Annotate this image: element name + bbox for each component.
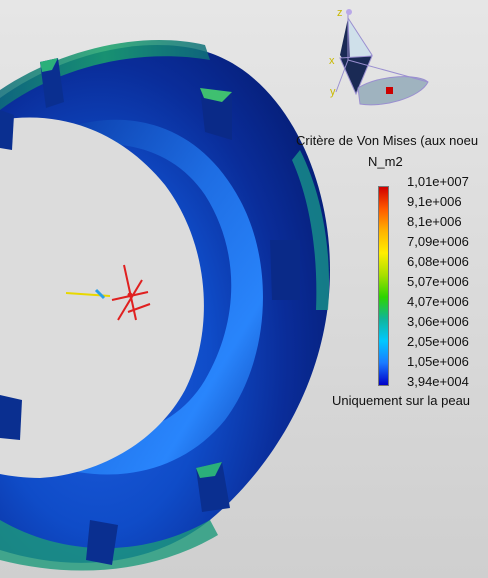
legend-colorbar: [378, 186, 389, 386]
triad-label-z: z: [337, 7, 343, 19]
triad-label-x: x: [329, 55, 335, 67]
ring-part: [0, 40, 330, 571]
legend-tick-label: 1,01e+007: [407, 174, 469, 189]
legend-tick-label: 4,07e+006: [407, 294, 469, 309]
origin-marker-icon: [65, 264, 151, 321]
legend-title: Critère de Von Mises (aux noeu: [296, 133, 479, 148]
legend-footer: Uniquement sur la peau: [332, 393, 471, 408]
triad-label-y: y: [330, 86, 336, 98]
legend-tick-label: 7,09e+006: [407, 234, 469, 249]
legend-tick-label: 3,06e+006: [407, 314, 469, 329]
legend-tick-label: 5,07e+006: [407, 274, 469, 289]
legend-unit: N_m2: [368, 154, 403, 169]
legend-tick-label: 3,94e+004: [407, 374, 469, 389]
legend-tick-label: 2,05e+006: [407, 334, 469, 349]
legend-tick-label: 6,08e+006: [407, 254, 469, 269]
view-orientation-triad-icon[interactable]: z x y: [329, 7, 429, 106]
legend-tick-label: 1,05e+006: [407, 354, 469, 369]
legend-tick-label: 8,1e+006: [407, 214, 462, 229]
legend-tick-label: 9,1e+006: [407, 194, 462, 209]
